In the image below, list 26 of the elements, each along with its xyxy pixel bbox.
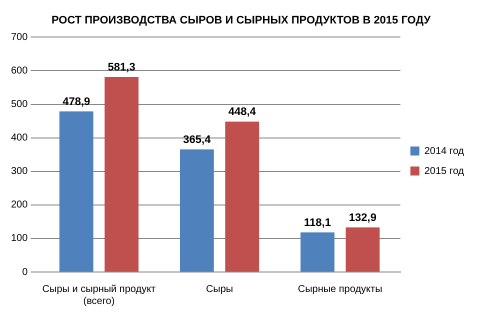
y-tick-label: 200	[10, 200, 28, 211]
legend-label: 2014 год	[424, 146, 464, 157]
data-label: 478,9	[62, 96, 90, 108]
x-tick-label: Сыры	[206, 284, 234, 295]
legend-label: 2015 год	[424, 166, 464, 177]
y-tick-label: 0	[22, 266, 28, 278]
bar	[300, 232, 334, 272]
data-label: 132,9	[348, 212, 376, 224]
bar	[346, 227, 380, 272]
bar	[225, 122, 260, 272]
y-tick-label: 400	[10, 132, 28, 144]
x-tick-label: Сыры и сырный продукт (всего)	[42, 284, 156, 307]
chart-title: РОСТ ПРОИЗВОДСТВА СЫРОВ И СЫРНЫХ ПРОДУКТОВ В 2015 ГОДУ	[51, 14, 431, 27]
data-label: 118,1	[304, 216, 331, 229]
y-tick-label: 500	[10, 99, 28, 110]
y-tick-label: 600	[10, 65, 28, 76]
bar	[59, 111, 94, 272]
data-label: 365,4	[183, 134, 212, 146]
bar	[104, 77, 139, 272]
x-tick-label: Сырные продукты	[298, 284, 382, 295]
y-tick-label: 300	[10, 166, 28, 178]
data-label: 581,3	[108, 62, 136, 74]
data-label: 448,4	[228, 106, 257, 118]
y-tick-label: 100	[10, 233, 28, 244]
y-tick-label: 700	[10, 32, 28, 43]
bar	[180, 149, 214, 272]
